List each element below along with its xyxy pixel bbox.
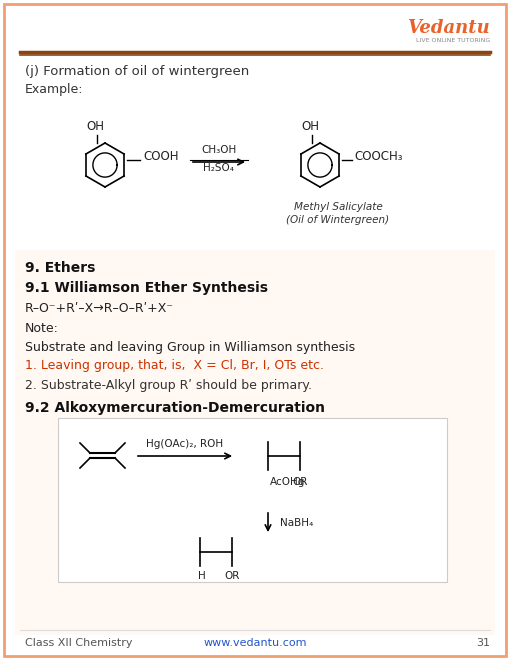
Text: Substrate and leaving Group in Williamson synthesis: Substrate and leaving Group in Williamso… bbox=[25, 341, 354, 354]
Text: 9.2 Alkoxymercuration-Demercuration: 9.2 Alkoxymercuration-Demercuration bbox=[25, 401, 324, 415]
Text: R–O⁻+Rʹ–X→R–O–Rʹ+X⁻: R–O⁻+Rʹ–X→R–O–Rʹ+X⁻ bbox=[25, 302, 174, 315]
Text: Hg(OAc)₂, ROH: Hg(OAc)₂, ROH bbox=[146, 439, 223, 449]
FancyBboxPatch shape bbox=[58, 418, 446, 582]
Text: Example:: Example: bbox=[25, 84, 83, 96]
Text: OR: OR bbox=[224, 571, 239, 581]
Text: Class XII Chemistry: Class XII Chemistry bbox=[25, 638, 132, 648]
FancyBboxPatch shape bbox=[15, 250, 494, 635]
Text: 9.1 Williamson Ether Synthesis: 9.1 Williamson Ether Synthesis bbox=[25, 281, 267, 295]
Text: 31: 31 bbox=[475, 638, 489, 648]
Text: H: H bbox=[197, 571, 206, 581]
Text: AcOHg: AcOHg bbox=[269, 477, 305, 487]
Text: 1. Leaving group, that, is,  X = Cl, Br, I, OTs etc.: 1. Leaving group, that, is, X = Cl, Br, … bbox=[25, 360, 323, 372]
Text: COOH: COOH bbox=[143, 150, 178, 164]
Text: CH₃OH: CH₃OH bbox=[201, 145, 236, 155]
Text: OR: OR bbox=[292, 477, 307, 487]
Text: H₂SO₄: H₂SO₄ bbox=[203, 163, 234, 173]
Polygon shape bbox=[140, 240, 479, 570]
Text: OH: OH bbox=[86, 121, 104, 133]
FancyBboxPatch shape bbox=[4, 4, 505, 656]
Text: COOCH₃: COOCH₃ bbox=[353, 150, 402, 164]
Text: www.vedantu.com: www.vedantu.com bbox=[203, 638, 306, 648]
Text: Vedantu: Vedantu bbox=[407, 19, 489, 37]
Text: NaBH₄: NaBH₄ bbox=[279, 518, 313, 528]
Text: (Oil of Wintergreen): (Oil of Wintergreen) bbox=[286, 215, 389, 225]
Text: OH: OH bbox=[300, 121, 318, 133]
Text: 9. Ethers: 9. Ethers bbox=[25, 261, 95, 275]
Text: (j) Formation of oil of wintergreen: (j) Formation of oil of wintergreen bbox=[25, 65, 249, 79]
Text: LIVE ONLINE TUTORING: LIVE ONLINE TUTORING bbox=[415, 38, 489, 42]
Text: Methyl Salicylate: Methyl Salicylate bbox=[293, 202, 382, 212]
Text: Note:: Note: bbox=[25, 321, 59, 335]
Text: 2. Substrate-Alkyl group Rʹ should be primary.: 2. Substrate-Alkyl group Rʹ should be pr… bbox=[25, 379, 312, 393]
